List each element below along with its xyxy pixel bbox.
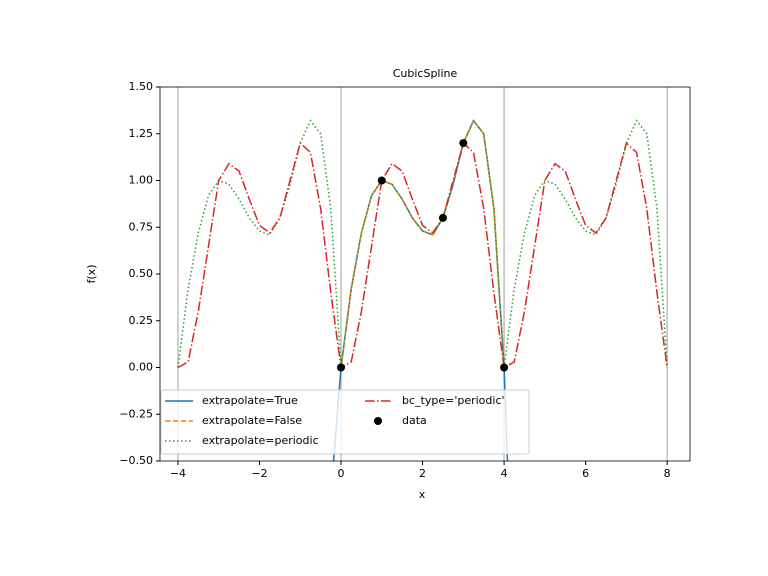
x-tick-label: 0	[338, 467, 345, 480]
y-tick-label: 0.25	[129, 314, 154, 327]
y-tick-label: −0.50	[119, 454, 153, 467]
data-point	[500, 363, 509, 372]
axes-frame	[159, 86, 691, 462]
series-line	[340, 119, 505, 368]
y-tick-label: 1.25	[129, 127, 154, 140]
data-point	[337, 363, 346, 372]
series-line	[177, 119, 668, 368]
data-point	[438, 213, 447, 222]
legend-label: data	[402, 414, 427, 427]
x-tick-label: 8	[664, 467, 671, 480]
legend-label: extrapolate=True	[202, 394, 298, 407]
x-tick-label: 4	[501, 467, 508, 480]
x-tick-label: −2	[251, 467, 267, 480]
series-line	[177, 141, 668, 369]
y-tick-label: 0.00	[129, 361, 154, 374]
legend: extrapolate=True extrapolate=False extrapo…	[160, 389, 530, 455]
y-tick-label: 1.00	[129, 174, 154, 187]
y-tick-label: 0.75	[129, 220, 154, 233]
legend-box	[160, 389, 530, 455]
x-tick-label: 2	[419, 467, 426, 480]
chart-title: CubicSpline	[393, 67, 458, 80]
y-tick-label: −0.25	[119, 407, 153, 420]
x-tick-label: −4	[170, 467, 186, 480]
legend-label: extrapolate=periodic	[202, 434, 319, 447]
y-tick-label: 0.50	[129, 267, 154, 280]
legend-marker	[374, 417, 382, 425]
data-point	[459, 139, 468, 148]
plot-area	[177, 87, 668, 461]
x-axis-label: x	[419, 488, 426, 501]
legend-label: extrapolate=False	[202, 414, 302, 427]
y-axis-label: f(x)	[85, 265, 98, 284]
y-tick-label: 1.50	[129, 80, 154, 93]
data-point	[377, 176, 386, 185]
legend-label: bc_type='periodic'	[402, 394, 505, 407]
x-tick-label: 6	[582, 467, 589, 480]
